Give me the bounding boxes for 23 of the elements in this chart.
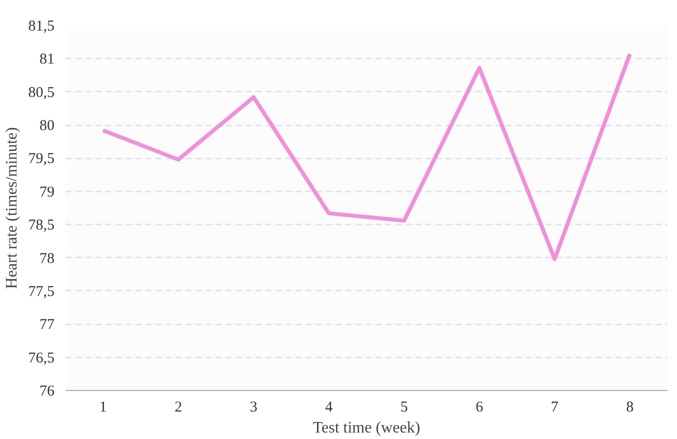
x-tick-label: 1: [99, 400, 107, 416]
x-axis-title: Test time (week): [312, 420, 420, 436]
x-tick-label: 4: [325, 400, 334, 416]
x-tick-label: 5: [400, 400, 408, 416]
line-series: [101, 52, 632, 262]
y-tick-label: 77,5: [28, 284, 54, 300]
x-tick-label: 3: [250, 400, 258, 416]
y-tick-label: 80,5: [28, 84, 54, 101]
y-tick-label: 76,5: [28, 350, 54, 366]
y-axis-title: Heart rate (times/minute): [3, 127, 20, 289]
x-tick-label: 8: [626, 400, 634, 416]
y-tick-label: 79: [40, 184, 54, 200]
y-tick-label: 76: [40, 384, 55, 400]
y-tick-label: 79,5: [28, 151, 54, 168]
y-tick-label: 77: [40, 317, 55, 334]
y-tick-label: 78: [40, 250, 54, 267]
y-tick-label: 80: [40, 118, 54, 134]
y-tick-label: 78,5: [28, 218, 54, 234]
x-tick-label: 2: [174, 400, 182, 416]
x-tick-label: 7: [550, 400, 559, 416]
x-tick-label: 6: [476, 400, 484, 416]
y-tick-label: 81,5: [28, 18, 54, 34]
y-tick-label: 81: [40, 52, 54, 68]
